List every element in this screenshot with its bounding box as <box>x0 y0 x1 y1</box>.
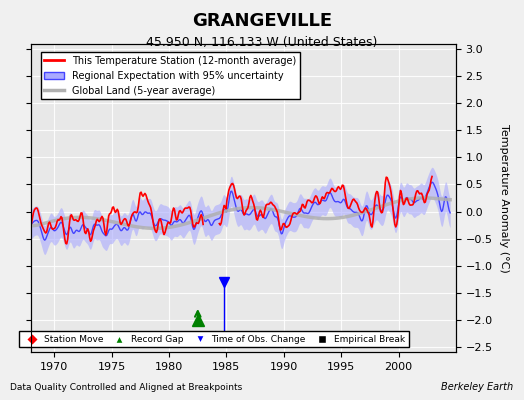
Legend: Station Move, Record Gap, Time of Obs. Change, Empirical Break: Station Move, Record Gap, Time of Obs. C… <box>19 331 409 348</box>
Text: Berkeley Earth: Berkeley Earth <box>441 382 514 392</box>
Y-axis label: Temperature Anomaly (°C): Temperature Anomaly (°C) <box>499 124 509 272</box>
Text: 45.950 N, 116.133 W (United States): 45.950 N, 116.133 W (United States) <box>146 36 378 49</box>
Text: Data Quality Controlled and Aligned at Breakpoints: Data Quality Controlled and Aligned at B… <box>10 383 243 392</box>
Text: GRANGEVILLE: GRANGEVILLE <box>192 12 332 30</box>
